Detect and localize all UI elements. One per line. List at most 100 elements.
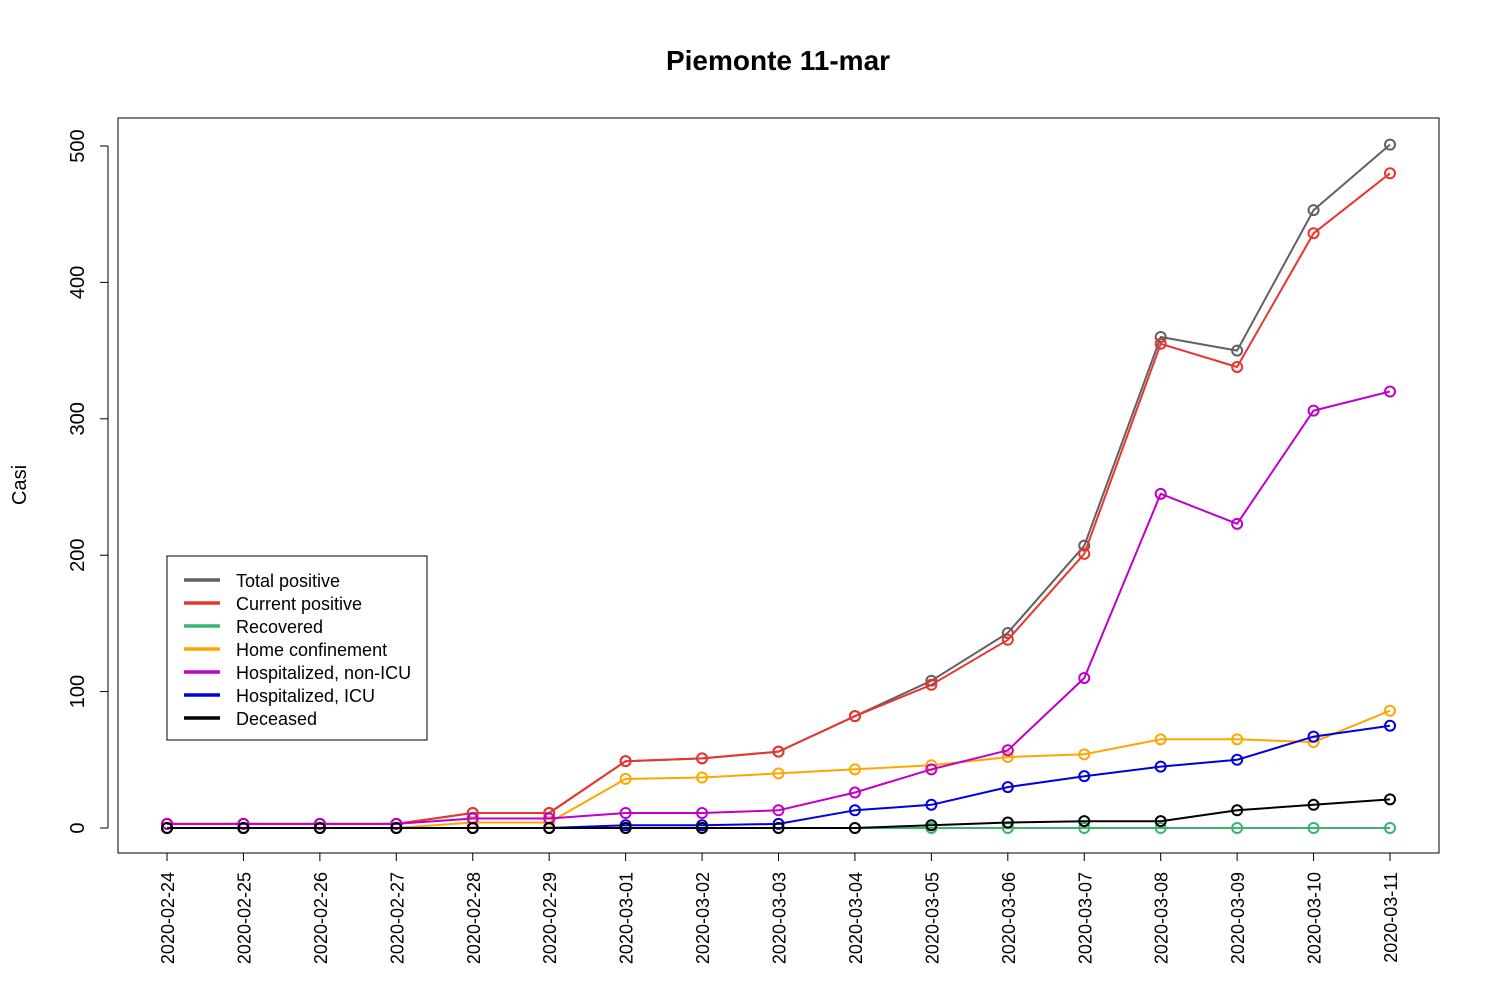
- data-point: [619, 806, 632, 819]
- data-point: [772, 745, 785, 758]
- series-deceased: [161, 793, 1396, 834]
- data-point: [1384, 167, 1396, 180]
- data-point: [1384, 822, 1396, 834]
- data-point: [1384, 138, 1396, 151]
- x-tick-label: 2020-02-26: [311, 872, 331, 964]
- data-point: [1001, 781, 1014, 794]
- data-point: [313, 822, 326, 834]
- y-tick-label: 0: [67, 822, 89, 833]
- data-point: [1078, 547, 1091, 560]
- data-point: [848, 822, 861, 834]
- data-point: [1384, 385, 1396, 398]
- legend-label: Recovered: [236, 617, 323, 637]
- data-point: [619, 822, 632, 834]
- data-point: [696, 752, 709, 765]
- legend-item: Home confinement: [184, 640, 387, 660]
- x-tick-label: 2020-03-03: [770, 872, 790, 964]
- data-point: [1078, 748, 1091, 761]
- data-point: [696, 806, 709, 819]
- x-tick-label: 2020-03-09: [1228, 872, 1248, 964]
- y-tick-label: 300: [67, 402, 89, 435]
- series-line: [167, 724, 1391, 829]
- data-point: [619, 755, 632, 768]
- data-point: [1231, 822, 1244, 834]
- x-tick-label: 2020-02-24: [158, 872, 178, 964]
- data-point: [1231, 517, 1244, 530]
- data-point: [925, 819, 938, 832]
- series-line: [167, 798, 1391, 829]
- data-point: [848, 763, 861, 776]
- data-point: [1078, 671, 1091, 684]
- data-point: [1154, 760, 1167, 773]
- x-tick-label: 2020-03-02: [693, 872, 713, 964]
- y-tick-label: 400: [67, 266, 89, 299]
- legend-label: Home confinement: [236, 640, 387, 660]
- data-point: [1384, 719, 1396, 732]
- y-tick-label: 500: [67, 129, 89, 162]
- x-tick-label: 2020-03-04: [846, 872, 866, 964]
- legend-item: Recovered: [184, 617, 323, 637]
- data-point: [772, 767, 785, 780]
- data-point: [237, 822, 250, 834]
- x-tick-label: 2020-02-29: [540, 872, 560, 964]
- data-point: [848, 804, 861, 817]
- data-point: [1307, 227, 1320, 240]
- data-point: [1384, 793, 1396, 806]
- legend-label: Hospitalized, non-ICU: [236, 663, 411, 683]
- legend-label: Hospitalized, ICU: [236, 686, 375, 706]
- data-point: [1231, 804, 1244, 817]
- x-tick-label: 2020-02-25: [234, 872, 254, 964]
- legend: Total positive Current positive Recovered H…: [166, 555, 428, 741]
- data-point: [848, 710, 861, 723]
- data-point: [1078, 539, 1091, 552]
- x-tick-label: 2020-03-11: [1381, 872, 1401, 963]
- data-point: [1001, 744, 1014, 757]
- legend-item: Current positive: [184, 594, 362, 614]
- data-point: [1307, 730, 1320, 743]
- data-point: [1154, 337, 1167, 350]
- legend-label: Deceased: [236, 709, 317, 729]
- legend-item: Hospitalized, ICU: [184, 686, 375, 706]
- x-tick-label: 2020-03-01: [617, 872, 637, 964]
- data-point: [543, 822, 556, 834]
- x-tick-label: 2020-02-28: [464, 872, 484, 964]
- data-point: [925, 798, 938, 811]
- series-line: [167, 390, 1391, 825]
- data-point: [1231, 733, 1244, 746]
- data-point: [925, 678, 938, 691]
- data-point: [925, 763, 938, 776]
- data-point: [848, 786, 861, 799]
- data-point: [1154, 487, 1167, 500]
- data-point: [1231, 753, 1244, 766]
- x-tick-label: 2020-02-27: [387, 872, 407, 964]
- data-point: [1154, 815, 1167, 828]
- x-axis: 2020-02-24 2020-02-25 2020-02-26 2020-02-27…: [158, 852, 1401, 964]
- data-point: [772, 804, 785, 817]
- data-point: [1078, 770, 1091, 783]
- y-axis: 0 100 200 300 400 500: [67, 129, 109, 834]
- data-point: [696, 822, 709, 834]
- legend-item: Hospitalized, non-ICU: [184, 663, 411, 683]
- legend-label: Current positive: [236, 594, 362, 614]
- data-point: [161, 822, 173, 834]
- data-point: [1384, 704, 1396, 717]
- x-tick-label: 2020-03-06: [999, 872, 1019, 964]
- legend-item: Total positive: [184, 571, 340, 591]
- data-point: [1001, 816, 1014, 829]
- data-point: [1307, 798, 1320, 811]
- x-tick-label: 2020-03-08: [1152, 872, 1172, 964]
- data-point: [1231, 344, 1244, 357]
- y-tick-label: 200: [67, 539, 89, 572]
- data-point: [1001, 633, 1014, 646]
- series-layer: [161, 138, 1396, 834]
- chart-title: Piemonte 11-mar: [666, 45, 890, 76]
- data-point: [1231, 360, 1244, 373]
- data-point: [1307, 204, 1320, 217]
- data-point: [1078, 822, 1091, 834]
- data-point: [1078, 815, 1091, 828]
- y-tick-label: 100: [67, 675, 89, 708]
- data-point: [390, 822, 403, 834]
- data-point: [1001, 751, 1014, 764]
